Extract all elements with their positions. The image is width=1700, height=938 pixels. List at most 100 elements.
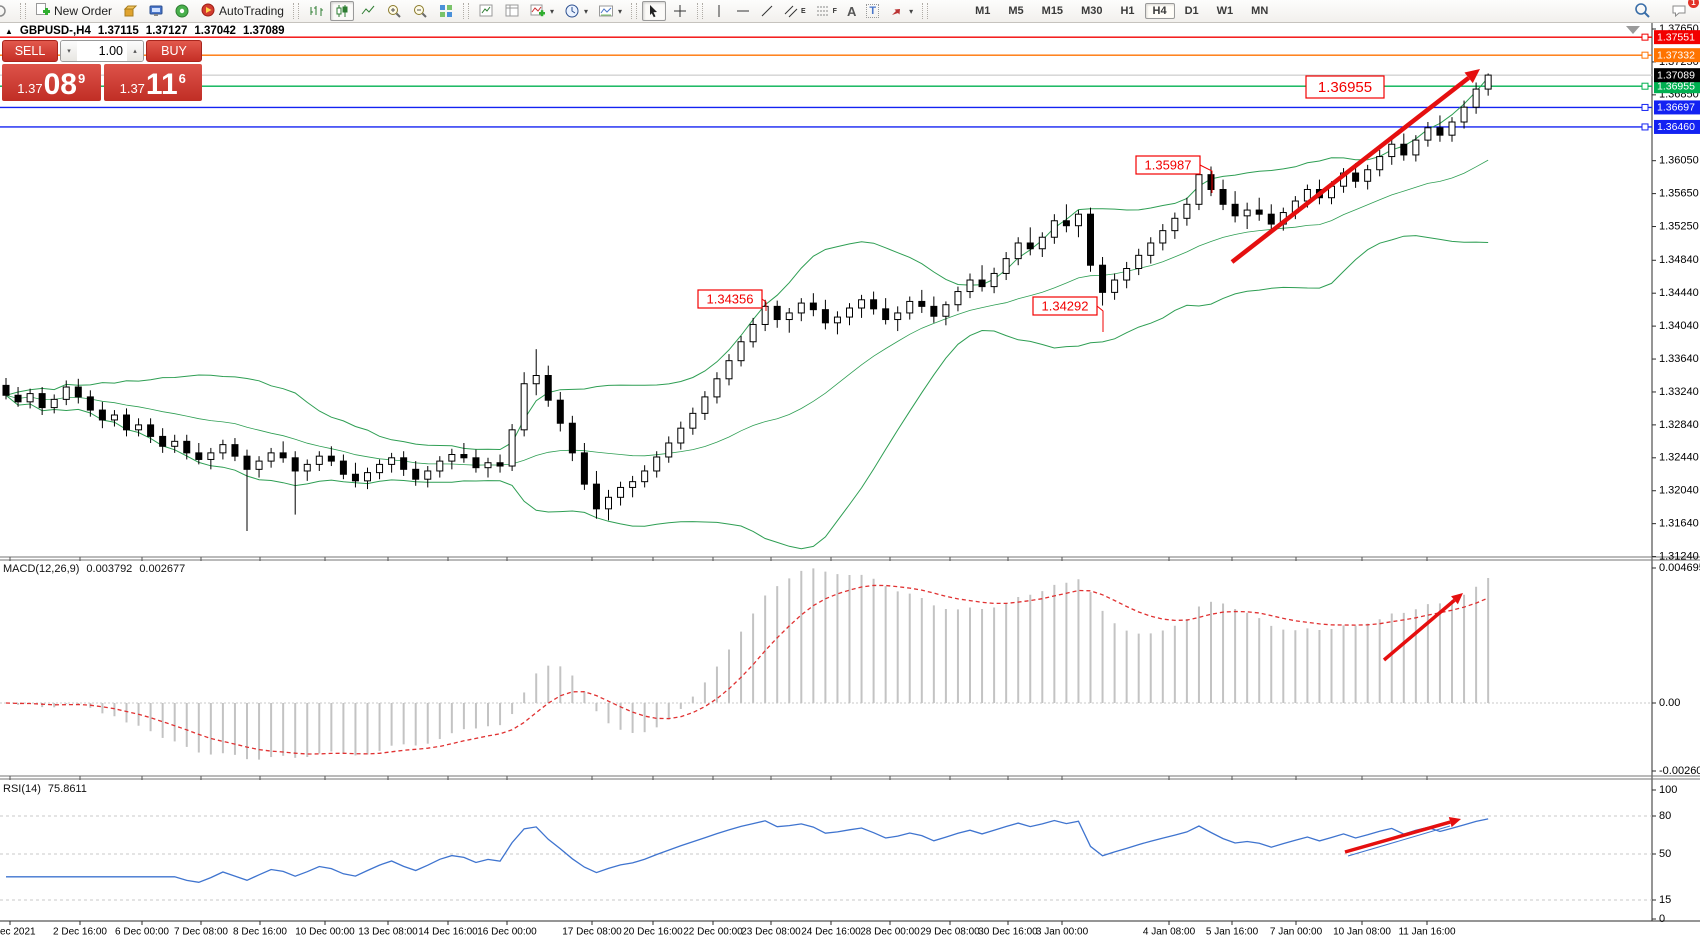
search-button[interactable]: [1629, 1, 1655, 21]
new-order-button[interactable]: New Order: [31, 1, 116, 21]
new-order-icon: [35, 2, 51, 21]
svg-text:1.32840: 1.32840: [1659, 419, 1699, 431]
svg-text:23 Dec 08:00: 23 Dec 08:00: [741, 927, 801, 938]
caret-down-icon: ▾: [549, 6, 554, 16]
period-button-D1[interactable]: D1: [1184, 5, 1199, 17]
svg-text:28 Dec 00:00: 28 Dec 00:00: [860, 927, 920, 938]
autotrading-icon: [200, 2, 216, 21]
svg-text:15: 15: [1659, 894, 1671, 906]
svg-text:5 Jan 16:00: 5 Jan 16:00: [1206, 927, 1259, 938]
price-callout[interactable]: 1.34356: [697, 289, 767, 311]
line-chart-mode-button[interactable]: [356, 1, 380, 21]
sell-button[interactable]: SELL: [2, 40, 58, 62]
fibonacci-tool-button[interactable]: F: [812, 1, 841, 21]
periods-dropdown[interactable]: ▾: [560, 1, 592, 21]
period-button-M1[interactable]: M1: [975, 5, 991, 17]
svg-text:29 Dec 08:00: 29 Dec 08:00: [920, 927, 980, 938]
signals-button[interactable]: [170, 1, 194, 21]
terminal-button[interactable]: [144, 1, 168, 21]
indicator-layer: [0, 568, 1652, 901]
price-callout[interactable]: 1.36955: [1305, 75, 1385, 99]
period-button-W1[interactable]: W1: [1216, 5, 1234, 17]
new-order-label: New Order: [54, 4, 113, 18]
rsi-label: RSI(14): [3, 783, 41, 795]
bar-chart-mode-button[interactable]: [304, 1, 328, 21]
crosshair-tool-button[interactable]: [668, 1, 692, 21]
vertical-line-tool-button[interactable]: [708, 1, 730, 21]
buy-price-big: 11: [145, 68, 178, 101]
sell-price[interactable]: 1.37 08 9: [2, 64, 101, 101]
period-button-H1[interactable]: H1: [1120, 5, 1135, 17]
equidistant-channel-tool-button[interactable]: E: [780, 1, 810, 21]
svg-text:24 Dec 16:00: 24 Dec 16:00: [801, 927, 861, 938]
svg-text:6 Dec 00:00: 6 Dec 00:00: [115, 927, 169, 938]
svg-text:7 Dec 08:00: 7 Dec 08:00: [174, 927, 228, 938]
zoom-in-button[interactable]: [382, 1, 406, 21]
svg-text:22 Dec 00:00: 22 Dec 00:00: [683, 927, 743, 938]
cursor-tool-button[interactable]: [642, 1, 666, 21]
candlestick-mode-button[interactable]: [329, 1, 354, 21]
period-button-H4[interactable]: H4: [1144, 3, 1175, 19]
svg-text:1.34292: 1.34292: [1042, 298, 1089, 313]
macd-signal-value: 0.002677: [139, 563, 186, 575]
buy-price[interactable]: 1.37 11 6: [103, 64, 202, 101]
svg-text:0.00: 0.00: [1659, 697, 1680, 709]
arrows-tool-dropdown[interactable]: ▾: [885, 1, 917, 21]
text-label-tool-button[interactable]: T: [862, 1, 883, 21]
buy-button[interactable]: BUY: [146, 40, 202, 62]
svg-text:1.36050: 1.36050: [1659, 155, 1699, 167]
expert-advisors-button[interactable]: [118, 1, 142, 21]
volume-increase-button[interactable]: ▴: [127, 41, 143, 61]
svg-text:30 Dec 16:00: 30 Dec 16:00: [978, 927, 1038, 938]
text-tool-button[interactable]: A: [843, 1, 860, 21]
svg-text:1.34840: 1.34840: [1659, 254, 1699, 266]
charts-profile-button[interactable]: [474, 1, 498, 21]
notifications-button[interactable]: 1: [1667, 0, 1699, 21]
svg-text:1.37332: 1.37332: [1657, 49, 1695, 61]
svg-text:1.35250: 1.35250: [1659, 220, 1699, 232]
svg-text:17 Dec 08:00: 17 Dec 08:00: [562, 927, 622, 938]
channel-e-glyph: E: [801, 7, 806, 15]
svg-text:8 Dec 16:00: 8 Dec 16:00: [233, 927, 287, 938]
svg-text:10 Jan 08:00: 10 Jan 08:00: [1333, 927, 1391, 938]
indicators-dropdown[interactable]: ▾: [526, 1, 558, 21]
rsi-header: RSI(14) 75.8611: [3, 783, 87, 795]
caret-down-icon: ▾: [909, 6, 914, 16]
price-callout[interactable]: 1.35987: [1135, 155, 1213, 193]
trendline-tool-button[interactable]: [756, 1, 778, 21]
period-button-M30[interactable]: M30: [1081, 5, 1103, 17]
period-button-MN[interactable]: MN: [1251, 5, 1269, 17]
label-t-glyph: T: [866, 4, 880, 18]
period-button-M15[interactable]: M15: [1041, 5, 1064, 17]
symbol-marker-icon: ▲: [5, 26, 13, 36]
candles-layer: [2, 73, 1492, 532]
autotrading-button[interactable]: AutoTrading: [196, 1, 288, 21]
templates-dropdown[interactable]: ▾: [594, 1, 626, 21]
hline-layer: [0, 33, 1652, 131]
autotrading-label: AutoTrading: [219, 4, 284, 18]
symbol-period-label: GBPUSD-,H4: [19, 25, 91, 37]
horizontal-line-tool-button[interactable]: [732, 1, 754, 21]
svg-text:1.37089: 1.37089: [1657, 69, 1695, 81]
price-callout[interactable]: 1.34292: [1032, 296, 1104, 332]
period-button-M5[interactable]: M5: [1008, 5, 1024, 17]
notification-badge: 1: [1688, 0, 1699, 8]
svg-text:0: 0: [1659, 913, 1665, 925]
toolbar-grip: [631, 3, 637, 19]
sell-price-sup: 9: [77, 71, 86, 86]
svg-text:-0.002602: -0.002602: [1659, 765, 1700, 777]
toolbar-grip: [292, 3, 299, 19]
zoom-out-button[interactable]: [408, 1, 432, 21]
caret-down-icon: ▾: [617, 6, 622, 16]
svg-text:1.31240: 1.31240: [1659, 550, 1699, 562]
bollinger-layer: [5, 77, 1489, 550]
svg-text:1.36697: 1.36697: [1657, 102, 1695, 114]
caret-down-icon: ▾: [583, 6, 588, 16]
svg-text:1.31640: 1.31640: [1659, 518, 1699, 530]
volume-decrease-button[interactable]: ▾: [61, 41, 77, 61]
volume-input[interactable]: 1.00: [98, 44, 123, 58]
data-window-button[interactable]: [500, 1, 524, 21]
tile-windows-button[interactable]: [434, 1, 458, 21]
svg-text:3 Jan 00:00: 3 Jan 00:00: [1036, 927, 1089, 938]
